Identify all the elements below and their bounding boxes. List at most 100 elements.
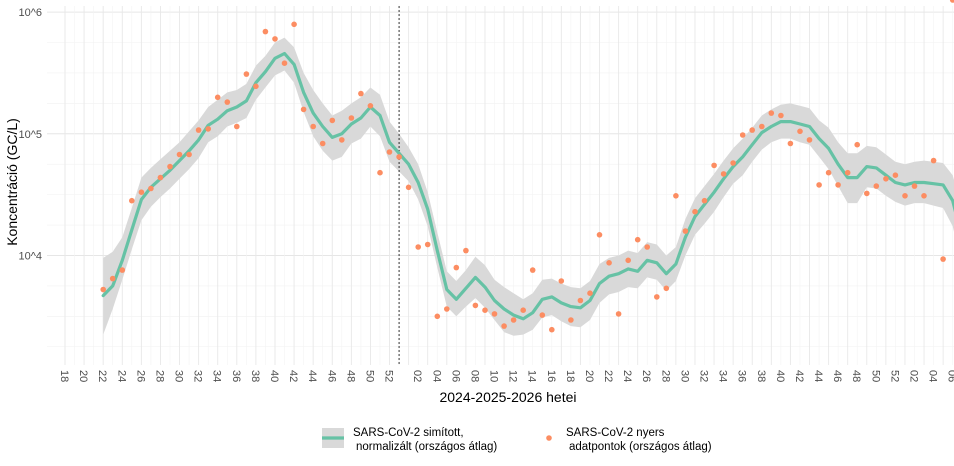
data-point bbox=[739, 132, 746, 138]
x-tick-label: 22 bbox=[602, 370, 614, 382]
y-tick-label: 10^5 bbox=[18, 129, 42, 141]
x-tick-label: 40 bbox=[268, 370, 280, 382]
data-point bbox=[348, 115, 355, 121]
data-point bbox=[730, 160, 736, 166]
data-point bbox=[253, 83, 259, 90]
data-point bbox=[596, 232, 603, 238]
x-tick-label: 28 bbox=[153, 370, 165, 382]
data-point bbox=[214, 94, 221, 101]
data-point bbox=[873, 183, 880, 189]
data-point bbox=[157, 174, 164, 181]
data-point bbox=[405, 184, 412, 191]
y-tick-label: 10^6 bbox=[18, 7, 42, 19]
x-tick-label: 24 bbox=[621, 370, 633, 382]
legend: SARS-CoV-2 simított, normalizált (ország… bbox=[322, 427, 712, 453]
data-point bbox=[568, 317, 574, 323]
data-point bbox=[339, 137, 345, 143]
data-point bbox=[176, 151, 183, 158]
data-point bbox=[911, 183, 918, 189]
x-tick-label: 50 bbox=[363, 370, 375, 382]
data-point bbox=[883, 176, 889, 182]
data-point bbox=[415, 244, 422, 250]
data-point bbox=[892, 172, 899, 178]
data-point bbox=[358, 90, 364, 97]
data-point bbox=[195, 127, 202, 133]
data-point bbox=[625, 257, 631, 264]
data-point bbox=[816, 182, 822, 188]
data-point bbox=[539, 312, 546, 318]
data-point bbox=[224, 99, 231, 105]
x-tick-label: 24 bbox=[115, 370, 127, 382]
x-tick-label: 42 bbox=[793, 370, 805, 382]
data-point bbox=[529, 267, 536, 273]
x-tick-label: 36 bbox=[230, 370, 242, 382]
data-point bbox=[367, 103, 374, 109]
x-tick-label: 50 bbox=[869, 370, 881, 382]
data-point bbox=[234, 123, 240, 130]
data-point bbox=[386, 149, 393, 155]
legend-label-smoothed-line1: SARS-CoV-2 simított, bbox=[353, 427, 464, 439]
x-tick-label: 14 bbox=[526, 370, 538, 382]
data-point bbox=[930, 157, 937, 164]
x-tick-label: 18 bbox=[564, 370, 576, 382]
data-point bbox=[844, 169, 851, 176]
data-point bbox=[949, 0, 954, 3]
x-tick-label: 02 bbox=[411, 370, 423, 382]
x-tick-label: 44 bbox=[306, 370, 318, 382]
x-tick-label: 52 bbox=[888, 370, 900, 382]
data-point bbox=[778, 112, 784, 119]
data-point bbox=[806, 137, 813, 143]
x-tick-label: 22 bbox=[96, 370, 108, 382]
x-tick-label: 30 bbox=[173, 370, 185, 382]
data-point bbox=[644, 244, 650, 250]
data-point bbox=[720, 171, 727, 177]
data-point bbox=[682, 228, 689, 234]
x-tick-label: 44 bbox=[812, 370, 824, 382]
data-point bbox=[615, 311, 622, 317]
x-tick-label: 46 bbox=[325, 370, 337, 382]
data-point bbox=[319, 140, 326, 147]
x-tick-label: 26 bbox=[640, 370, 652, 382]
x-tick-label: 38 bbox=[755, 370, 767, 382]
data-point bbox=[463, 247, 469, 254]
data-point bbox=[634, 236, 641, 243]
x-tick-label: 02 bbox=[908, 370, 920, 382]
data-point bbox=[673, 193, 679, 199]
x-tick-label: 06 bbox=[946, 370, 954, 382]
data-point bbox=[549, 326, 555, 333]
data-point bbox=[491, 311, 498, 317]
raw-data-points bbox=[100, 0, 954, 333]
data-point bbox=[167, 163, 173, 170]
data-point bbox=[663, 285, 670, 292]
data-point bbox=[759, 123, 765, 130]
data-point bbox=[243, 71, 250, 77]
x-tick-label: 06 bbox=[449, 370, 461, 382]
data-point bbox=[787, 140, 794, 147]
smoothed-series-line bbox=[101, 51, 954, 321]
x-tick-label: 52 bbox=[383, 370, 395, 382]
data-point bbox=[711, 162, 717, 169]
data-point bbox=[864, 190, 870, 197]
data-point bbox=[109, 275, 116, 282]
data-point bbox=[520, 307, 526, 314]
y-axis-ticks: 10^4 10^5 10^6 bbox=[18, 7, 42, 262]
data-point bbox=[482, 307, 488, 314]
data-point bbox=[558, 278, 565, 284]
data-point bbox=[205, 126, 211, 132]
data-point bbox=[100, 286, 106, 293]
x-tick-label: 26 bbox=[134, 370, 146, 382]
data-point bbox=[587, 290, 593, 297]
data-point bbox=[902, 193, 908, 199]
data-point bbox=[921, 193, 927, 199]
x-tick-label: 20 bbox=[77, 370, 89, 382]
data-point bbox=[329, 117, 336, 124]
data-point bbox=[654, 294, 660, 300]
data-point bbox=[434, 313, 441, 320]
x-tick-label: 32 bbox=[192, 370, 204, 382]
x-tick-label: 08 bbox=[468, 370, 480, 382]
data-point bbox=[768, 110, 775, 116]
x-tick-label: 38 bbox=[249, 370, 261, 382]
x-tick-label: 28 bbox=[659, 370, 671, 382]
